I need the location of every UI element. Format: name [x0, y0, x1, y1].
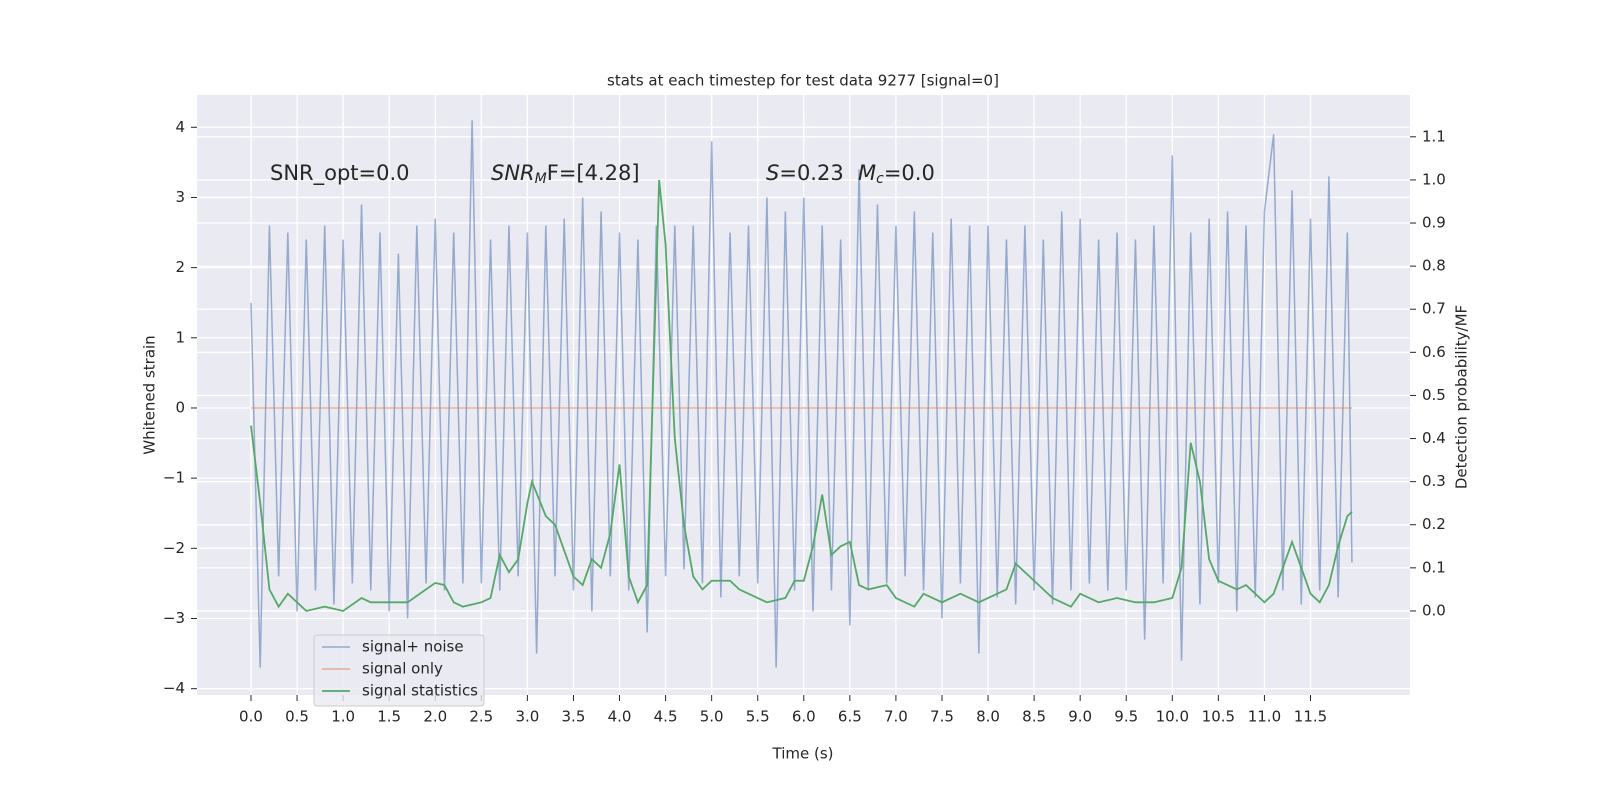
y2-axis-label: Detection probability/MF — [1453, 305, 1471, 489]
y2-tick-label: 0.2 — [1422, 515, 1446, 533]
y2-tick-label: 1.1 — [1422, 127, 1446, 145]
annotation-part: =0.23 — [779, 161, 843, 185]
annotation-part: SNR_opt=0.0 — [270, 161, 410, 186]
x-tick-label: 2.5 — [469, 708, 493, 726]
x-tick-label: 3.0 — [515, 708, 539, 726]
y2-tick-label: 0.6 — [1422, 343, 1446, 361]
y2-tick-label: 0.3 — [1422, 472, 1446, 490]
labels: 0.0 0.5 1.0 1.5 2.0 2.5 3.0 3.5 4.0 4.5 5.0 5.5 6.0 6… — [163, 118, 1446, 726]
x-tick-label: 4.0 — [608, 708, 632, 726]
y2-tick-label: 0.7 — [1422, 300, 1446, 318]
annotation: S=0.23 — [766, 161, 844, 185]
series-line — [250, 179, 1353, 612]
y-tick-label: 4 — [175, 118, 185, 136]
y2-tick-label: 0.1 — [1422, 558, 1446, 576]
x-tick-label: 0.0 — [239, 708, 263, 726]
x-tick-label: 1.5 — [377, 708, 401, 726]
x-tick-label: 9.0 — [1068, 708, 1092, 726]
marks — [250, 120, 1353, 668]
legend-label: signal+ noise — [362, 638, 464, 656]
annotation: Mc=0.0 — [858, 161, 935, 187]
legend-box — [313, 634, 485, 707]
x-tick-label: 3.5 — [562, 708, 586, 726]
legend-label: signal only — [362, 660, 443, 678]
x-tick-label: 6.5 — [838, 708, 862, 726]
y-tick-label: 0 — [175, 398, 185, 416]
x-tick-label: 0.5 — [285, 708, 309, 726]
x-tick-label: 10.5 — [1202, 708, 1235, 726]
chart-title: stats at each timestep for test data 927… — [607, 72, 999, 90]
x-tick-label: 9.5 — [1114, 708, 1138, 726]
x-tick-label: 10.0 — [1156, 708, 1189, 726]
legend-label: signal statistics — [362, 682, 478, 700]
annotation-part: SNR — [491, 161, 535, 185]
x-tick-label: 6.0 — [792, 708, 816, 726]
annotation-part: S — [766, 161, 779, 185]
y2-tick-label: 0.9 — [1422, 214, 1446, 232]
x-tick-label: 11.5 — [1294, 708, 1327, 726]
x-tick-label: 7.0 — [884, 708, 908, 726]
y2-tick-label: 0.4 — [1422, 429, 1446, 447]
series-line — [250, 120, 1353, 668]
annotation-part: =0.0 — [884, 161, 935, 185]
y2-tick-label: 0.8 — [1422, 257, 1446, 275]
x-tick-label: 5.0 — [700, 708, 724, 726]
annotation-part: c — [876, 171, 884, 187]
y2-tick-label: 0.5 — [1422, 386, 1446, 404]
annotation-part: F=[4.28] — [547, 161, 640, 185]
y-tick-label: −1 — [163, 469, 185, 487]
annotation-part: M — [535, 171, 547, 187]
annotation: SNR_opt=0.0 — [270, 161, 410, 186]
x-axis-label: Time (s) — [772, 745, 834, 763]
x-tick-label: 5.5 — [746, 708, 770, 726]
y-tick-label: −4 — [163, 679, 185, 697]
x-tick-label: 1.0 — [331, 708, 355, 726]
y-tick-label: 2 — [175, 258, 185, 276]
y-tick-label: 1 — [175, 328, 185, 346]
x-tick-label: 2.0 — [423, 708, 447, 726]
y2-tick-label: 1.0 — [1422, 170, 1446, 188]
y-axis-label: Whitened strain — [141, 335, 159, 454]
y-tick-label: 3 — [175, 188, 185, 206]
y-tick-label: −2 — [163, 539, 185, 557]
x-tick-label: 7.5 — [930, 708, 954, 726]
annotation-part: M — [858, 161, 876, 185]
x-tick-label: 8.0 — [976, 708, 1000, 726]
x-tick-label: 8.5 — [1022, 708, 1046, 726]
x-tick-label: 11.0 — [1248, 708, 1281, 726]
y2-tick-label: 0.0 — [1422, 601, 1446, 619]
x-tick-label: 4.5 — [654, 708, 678, 726]
annotation: SNRMF=[4.28] — [491, 161, 640, 187]
y-tick-label: −3 — [163, 609, 185, 627]
